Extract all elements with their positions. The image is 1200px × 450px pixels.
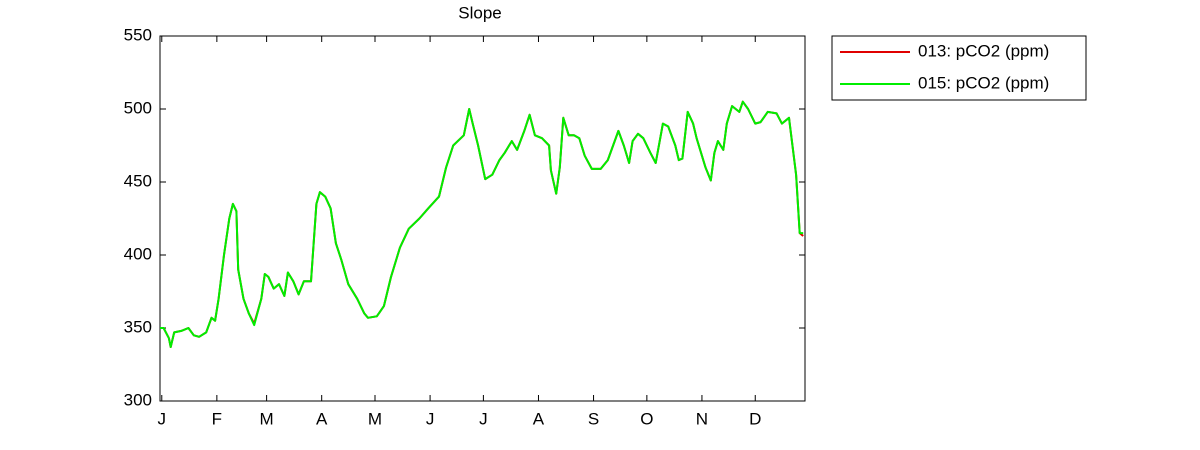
x-tick-label: A [533, 409, 545, 428]
x-tick-label: J [158, 409, 167, 428]
y-tick-label: 300 [124, 390, 152, 409]
series-line [160, 100, 804, 348]
x-tick-label: S [588, 409, 599, 428]
x-tick-label: J [479, 409, 488, 428]
y-tick-label: 500 [124, 98, 152, 117]
x-tick-label: A [316, 409, 328, 428]
x-tick-label: O [640, 409, 653, 428]
x-tick-label: F [212, 409, 222, 428]
x-tick-label: D [749, 409, 761, 428]
series-line [160, 100, 804, 348]
legend-label: 015: pCO2 (ppm) [918, 73, 1049, 92]
x-tick-label: J [426, 409, 435, 428]
chart-title: Slope [458, 3, 501, 22]
x-tick-label: M [368, 409, 382, 428]
y-tick-label: 450 [124, 171, 152, 190]
x-tick-label: M [260, 409, 274, 428]
axes-box [159, 35, 806, 402]
legend-label: 013: pCO2 (ppm) [918, 41, 1049, 60]
y-tick-label: 400 [124, 244, 152, 263]
legend-box [831, 35, 1087, 101]
y-tick-label: 550 [124, 25, 152, 44]
x-tick-label: N [696, 409, 708, 428]
y-tick-label: 350 [124, 317, 152, 336]
